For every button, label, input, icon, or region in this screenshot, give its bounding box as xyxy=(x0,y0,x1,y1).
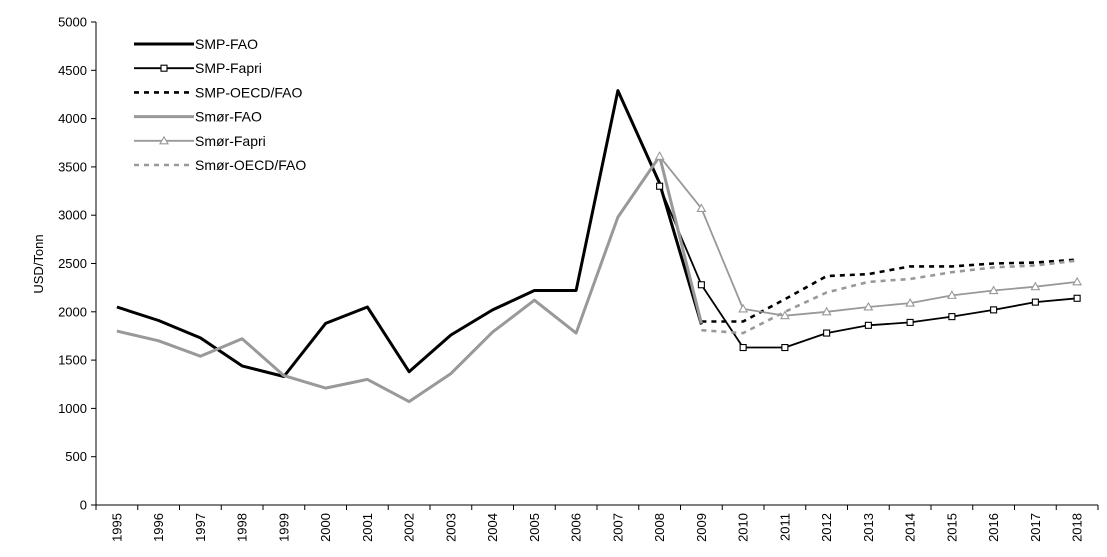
legend-label: Smør-FAO xyxy=(195,109,262,125)
legend: SMP-FAO SMP-Fapri SMP-OECD/FAO Smør-FAO Smør… xyxy=(134,36,306,173)
data-point xyxy=(1072,276,1083,286)
series-line xyxy=(116,154,703,404)
y-axis-title: USD/Tonn xyxy=(31,234,46,293)
x-tick-label: 2006 xyxy=(569,513,584,542)
data-point xyxy=(779,310,790,320)
series-line xyxy=(701,259,1078,335)
x-tick-label: 2014 xyxy=(903,513,918,542)
data-point xyxy=(948,313,956,321)
legend-marker xyxy=(159,135,169,145)
y-tick-label: 2000 xyxy=(58,304,87,319)
legend-marker xyxy=(160,64,168,72)
legend-label: Smør-Fapri xyxy=(195,133,266,149)
x-tick-label: 1998 xyxy=(235,513,250,542)
x-tick-label: 1997 xyxy=(193,513,208,542)
data-point xyxy=(823,329,831,337)
y-tick-label: 0 xyxy=(80,498,87,513)
data-point xyxy=(863,301,874,311)
series-line xyxy=(116,89,703,378)
legend-label: SMP-Fapri xyxy=(195,60,262,76)
data-point xyxy=(697,281,705,289)
x-tick-label: 2016 xyxy=(986,513,1001,542)
data-point xyxy=(656,182,664,190)
y-tick-label: 5000 xyxy=(58,15,87,30)
x-tick-label: 2005 xyxy=(527,513,542,542)
data-point xyxy=(906,318,914,326)
legend-item: Smør-OECD/FAO xyxy=(134,157,306,173)
y-tick-label: 3500 xyxy=(58,159,87,174)
legend-label: SMP-OECD/FAO xyxy=(195,84,302,100)
x-tick-label: 1996 xyxy=(151,513,166,542)
x-tick-label: 2015 xyxy=(944,513,959,542)
x-tick-label: 2009 xyxy=(694,513,709,542)
x-tick-label: 1999 xyxy=(276,513,291,542)
y-tick-label: 1500 xyxy=(58,353,87,368)
data-point xyxy=(864,321,872,329)
x-tick-label: 2013 xyxy=(861,513,876,542)
x-tick-label: 2001 xyxy=(360,513,375,542)
legend-label: SMP-FAO xyxy=(195,36,258,52)
legend-item: Smør-FAO xyxy=(134,109,262,125)
x-tick-label: 2007 xyxy=(610,513,625,542)
y-tick-label: 500 xyxy=(65,449,87,464)
data-point xyxy=(739,343,747,352)
x-tick-label: 2018 xyxy=(1070,513,1085,542)
data-point xyxy=(738,303,749,313)
x-tick-label: 2012 xyxy=(819,513,834,542)
series-line xyxy=(701,258,1078,323)
series-line xyxy=(658,155,1078,317)
series-3 xyxy=(701,258,1078,323)
y-tick-label: 4500 xyxy=(58,63,87,78)
x-tick-label: 2017 xyxy=(1028,513,1043,542)
axes xyxy=(95,22,1098,506)
x-axis-ticks: 1995 1996 1997 1998 1999 2000 2001 2002 2003 2004… xyxy=(95,505,1099,542)
data-point xyxy=(781,343,789,352)
x-tick-label: 2010 xyxy=(736,513,751,542)
series-2 xyxy=(656,182,1081,352)
data-point xyxy=(988,285,999,295)
series-4 xyxy=(116,154,703,404)
series-1 xyxy=(116,89,703,378)
data-point xyxy=(1073,294,1081,302)
series-layer xyxy=(116,89,1083,404)
data-point xyxy=(821,306,832,316)
x-tick-label: 2011 xyxy=(777,513,792,541)
y-tick-label: 1000 xyxy=(58,401,87,416)
data-point xyxy=(1030,281,1041,291)
x-tick-label: 2002 xyxy=(402,513,417,542)
data-point xyxy=(696,203,707,212)
x-tick-label: 2004 xyxy=(485,513,500,542)
x-tick-label: 1995 xyxy=(109,513,124,542)
data-point xyxy=(654,151,665,160)
legend-item: SMP-Fapri xyxy=(134,60,262,76)
x-tick-label: 2003 xyxy=(443,513,458,542)
y-tick-label: 3000 xyxy=(58,208,87,223)
legend-label: Smør-OECD/FAO xyxy=(195,157,306,173)
series-5 xyxy=(654,151,1083,320)
series-6 xyxy=(701,259,1078,335)
x-tick-label: 2000 xyxy=(318,513,333,542)
data-point xyxy=(905,297,916,307)
data-point xyxy=(990,306,998,314)
legend-item: Smør-Fapri xyxy=(134,133,266,149)
data-point xyxy=(946,290,957,299)
x-tick-label: 2008 xyxy=(652,513,667,542)
legend-item: SMP-FAO xyxy=(134,36,258,52)
y-axis-ticks: 0 500 1000 1500 2000 2500 3000 3500 4000 4500 5000 xyxy=(58,15,96,513)
data-point xyxy=(1031,298,1039,306)
y-tick-label: 2500 xyxy=(58,256,87,271)
legend-item: SMP-OECD/FAO xyxy=(134,84,302,100)
y-tick-label: 4000 xyxy=(58,111,87,126)
